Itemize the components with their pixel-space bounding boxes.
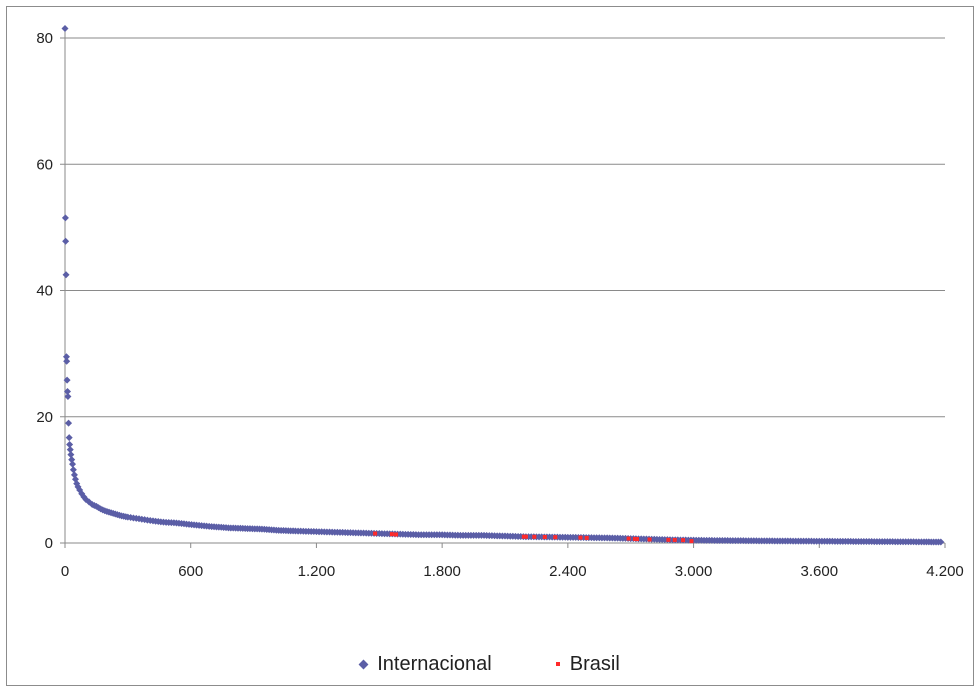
x-tick-label: 4.200 xyxy=(926,563,964,580)
point-internacional xyxy=(65,434,73,442)
point-internacional xyxy=(64,393,72,401)
y-tick-label: 80 xyxy=(36,30,53,47)
point-internacional xyxy=(62,271,70,279)
x-tick-label: 1.800 xyxy=(423,563,461,580)
point-internacional xyxy=(69,466,77,474)
x-tick-label: 1.200 xyxy=(298,563,336,580)
x-tick-label: 2.400 xyxy=(549,563,587,580)
point-brasil xyxy=(389,532,394,537)
point-internacional xyxy=(65,419,73,427)
legend-marker-brasil xyxy=(555,662,560,666)
x-tick-label: 3.000 xyxy=(675,563,713,580)
legend: Internacional Brasil xyxy=(0,648,980,680)
point-internacional xyxy=(64,388,72,395)
y-tick-label: 60 xyxy=(36,156,53,173)
point-internacional xyxy=(62,237,70,245)
point-brasil xyxy=(394,532,399,537)
point-internacional xyxy=(63,376,71,384)
point-brasil xyxy=(666,537,671,542)
point-brasil xyxy=(584,535,589,540)
gridlines xyxy=(65,37,945,418)
data-points xyxy=(61,25,945,546)
point-internacional xyxy=(67,451,75,459)
x-tick-label: 0 xyxy=(61,563,69,580)
point-internacional xyxy=(66,446,74,454)
y-tick-label: 20 xyxy=(36,409,53,426)
point-internacional xyxy=(62,353,70,361)
point-brasil xyxy=(672,537,677,542)
legend-label-brasil: Brasil xyxy=(569,652,620,675)
point-internacional xyxy=(66,441,74,449)
point-brasil xyxy=(521,534,526,539)
x-tick-label: 600 xyxy=(178,563,203,580)
y-tick-label: 40 xyxy=(36,283,53,300)
point-brasil xyxy=(523,534,528,539)
scatter-plot: 0 20 40 60 80 0 600 1.200 1.800 2.400 3.000 3.600 4.… xyxy=(36,25,964,580)
point-brasil xyxy=(647,537,652,542)
point-internacional xyxy=(61,214,69,222)
point-brasil xyxy=(532,534,537,539)
point-internacional xyxy=(69,460,77,468)
point-brasil xyxy=(689,539,694,544)
legend-marker-internacional xyxy=(358,659,369,669)
point-internacional xyxy=(61,25,69,33)
point-internacional xyxy=(937,538,945,546)
point-brasil xyxy=(632,536,637,541)
point-brasil xyxy=(578,535,583,540)
point-brasil xyxy=(373,531,378,536)
x-tick-label: 3.600 xyxy=(801,563,839,580)
point-brasil xyxy=(553,535,558,540)
point-internacional xyxy=(63,357,71,365)
legend-item-brasil: Brasil xyxy=(555,652,620,676)
tick-labels: 0 20 40 60 80 0 600 1.200 1.800 2.400 3.000 3.600 4.… xyxy=(36,30,963,580)
legend-label-internacional: Internacional xyxy=(377,652,492,675)
point-brasil xyxy=(542,535,547,540)
point-brasil xyxy=(635,537,639,542)
point-internacional xyxy=(68,456,76,464)
axes xyxy=(60,28,946,548)
legend-item-internacional: Internacional xyxy=(358,652,492,676)
chart-frame xyxy=(6,6,974,686)
point-brasil xyxy=(626,536,631,541)
y-tick-label: 0 xyxy=(45,535,53,552)
point-brasil xyxy=(681,538,686,543)
